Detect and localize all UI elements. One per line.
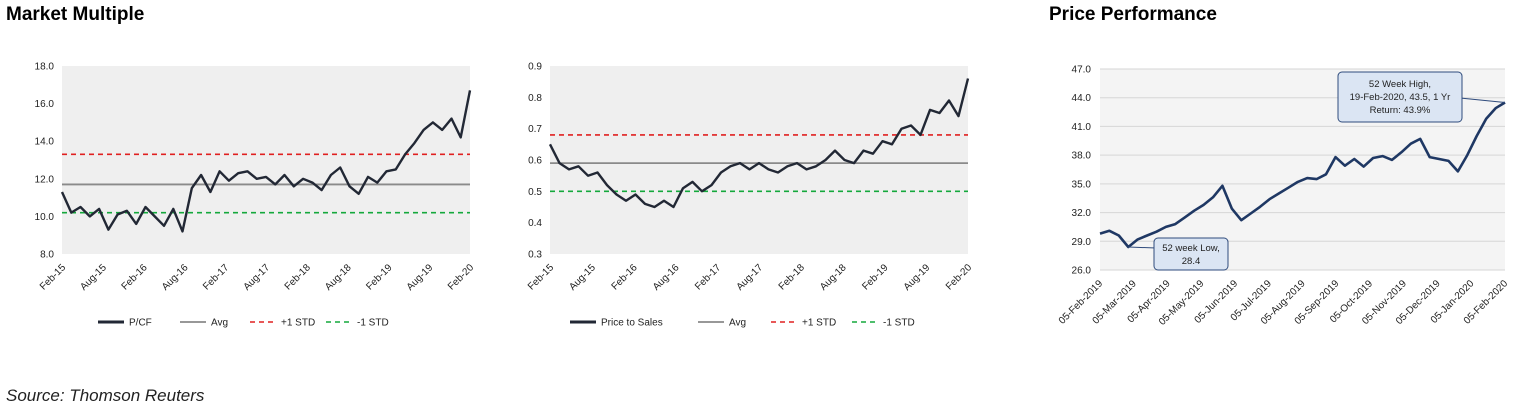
source-note: Source: Thomson Reuters — [6, 386, 205, 405]
x-tick-label: Feb-15 — [526, 262, 556, 292]
price-performance-heading: Price Performance — [1049, 4, 1217, 25]
x-tick-label: Feb-19 — [364, 262, 394, 292]
market-multiple-heading: Market Multiple — [6, 4, 145, 25]
x-tick-label: Aug-18 — [818, 262, 849, 293]
high-callout-line1: 52 Week High, — [1369, 79, 1431, 90]
x-tick-label: Aug-16 — [160, 262, 191, 293]
y-tick-label: 41.0 — [1072, 122, 1092, 133]
high-callout-line3: Return: 43.9% — [1370, 105, 1431, 116]
price-line — [1099, 101, 1506, 249]
x-tick-label: 05-Feb-2020 — [1462, 278, 1511, 327]
x-tick-label: Feb-18 — [777, 262, 807, 292]
x-tick-label: Feb-20 — [446, 262, 476, 292]
legend-label: +1 STD — [802, 318, 836, 329]
legend-label: +1 STD — [281, 318, 315, 329]
x-tick-label: Aug-19 — [902, 262, 933, 293]
x-tick-label: Feb-20 — [944, 262, 974, 292]
x-tick-label: 05-Jan-2020 — [1429, 278, 1477, 326]
callout-leader — [1459, 97, 1506, 103]
series-line-p-cf — [60, 90, 472, 233]
legend-label: Price to Sales — [601, 318, 663, 329]
plot-area — [62, 66, 470, 254]
legend-label: -1 STD — [883, 318, 915, 329]
y-tick-label: 0.3 — [528, 250, 542, 261]
y-tick-label: 0.5 — [528, 187, 542, 198]
x-tick-label: Aug-17 — [242, 262, 273, 293]
low-callout-line2: 28.4 — [1182, 256, 1201, 267]
x-tick-label: Aug-15 — [567, 262, 598, 293]
y-tick-label: 14.0 — [35, 137, 55, 148]
legend-label: P/CF — [129, 318, 152, 329]
x-tick-label: 05-Sep-2019 — [1293, 278, 1342, 327]
y-tick-label: 0.7 — [528, 124, 542, 135]
y-tick-label: 8.0 — [40, 250, 54, 261]
x-tick-label: 05-Dec-2019 — [1394, 278, 1443, 327]
callout-leader — [1128, 246, 1157, 249]
x-tick-label: 05-Aug-2019 — [1259, 278, 1308, 327]
y-tick-label: 12.0 — [35, 174, 55, 185]
x-tick-label: 05-Nov-2019 — [1360, 278, 1409, 327]
series-line-price-to-sales — [548, 78, 970, 209]
legend-label: -1 STD — [357, 318, 389, 329]
y-tick-label: 29.0 — [1072, 237, 1092, 248]
legend-label: Avg — [729, 318, 746, 329]
x-tick-label: 05-Feb-2019 — [1057, 278, 1106, 327]
x-tick-label: 05-Jul-2019 — [1229, 278, 1274, 323]
y-tick-label: 18.0 — [35, 62, 55, 73]
x-tick-label: 05-Jun-2019 — [1193, 278, 1241, 326]
x-tick-label: Feb-15 — [38, 262, 68, 292]
high-callout-box — [1337, 71, 1463, 123]
x-tick-label: Feb-16 — [120, 262, 150, 292]
y-tick-label: 26.0 — [1072, 266, 1092, 277]
x-tick-label: Aug-17 — [735, 262, 766, 293]
x-tick-label: Feb-17 — [693, 262, 723, 292]
x-tick-label: Aug-19 — [405, 262, 436, 293]
y-tick-label: 0.6 — [528, 156, 542, 167]
y-tick-label: 38.0 — [1072, 151, 1092, 162]
plot-area — [550, 66, 968, 254]
x-tick-label: 05-May-2019 — [1157, 278, 1207, 328]
x-tick-label: 05-Mar-2019 — [1091, 278, 1140, 327]
y-tick-label: 0.4 — [528, 218, 542, 229]
x-tick-label: Feb-17 — [201, 262, 231, 292]
y-tick-label: 0.9 — [528, 62, 542, 73]
y-tick-label: 44.0 — [1072, 93, 1092, 104]
x-tick-label: 05-Apr-2019 — [1126, 278, 1173, 325]
y-tick-label: 47.0 — [1072, 65, 1092, 76]
x-tick-label: Aug-15 — [78, 262, 109, 293]
x-tick-label: Feb-19 — [860, 262, 890, 292]
low-callout-box — [1153, 237, 1229, 271]
x-tick-label: Feb-16 — [610, 262, 640, 292]
legend-label: Avg — [211, 318, 228, 329]
low-callout-line1: 52 week Low, — [1162, 243, 1220, 254]
y-tick-label: 10.0 — [35, 212, 55, 223]
y-tick-label: 0.8 — [528, 93, 542, 104]
y-tick-label: 35.0 — [1072, 179, 1092, 190]
plot-area — [1100, 69, 1505, 270]
y-tick-label: 32.0 — [1072, 208, 1092, 219]
y-tick-label: 16.0 — [35, 99, 55, 110]
x-tick-label: Aug-18 — [323, 262, 354, 293]
high-callout-line2: 19-Feb-2020, 43.5, 1 Yr — [1350, 92, 1451, 103]
x-tick-label: Aug-16 — [651, 262, 682, 293]
x-tick-label: 05-Oct-2019 — [1328, 278, 1375, 325]
x-tick-label: Feb-18 — [283, 262, 313, 292]
